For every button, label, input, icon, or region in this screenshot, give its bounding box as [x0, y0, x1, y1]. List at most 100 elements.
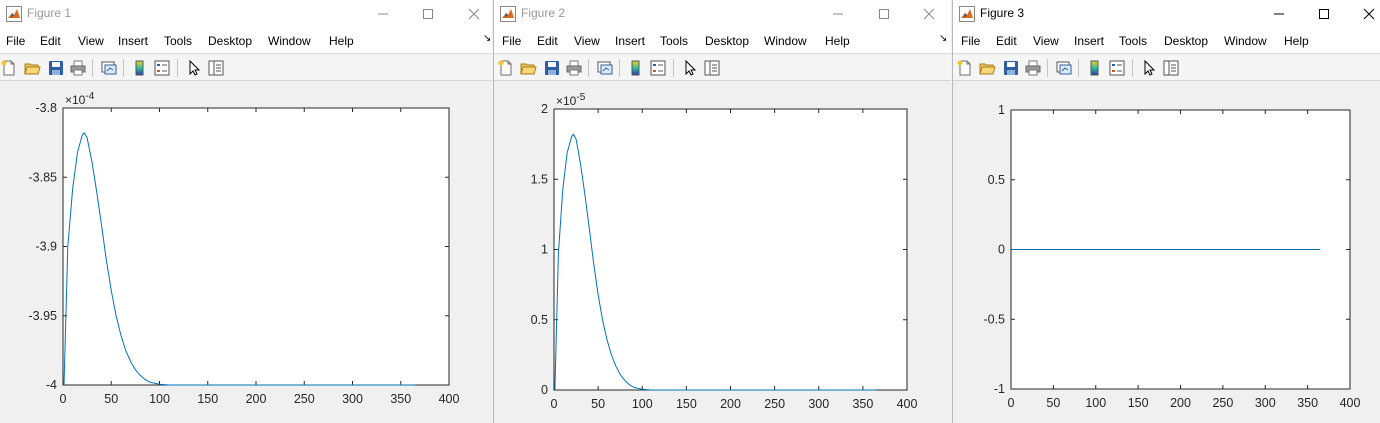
x-tick-label: 150 [676, 397, 697, 411]
maximize-button[interactable] [1301, 0, 1347, 28]
menu-view[interactable]: View [1033, 34, 1059, 48]
legend-icon[interactable] [153, 59, 171, 77]
property-inspector-icon[interactable] [703, 59, 721, 77]
menu-file[interactable]: File [961, 34, 981, 48]
close-icon [923, 8, 935, 20]
menu-insert[interactable]: Insert [1074, 34, 1105, 48]
axes-box [62, 107, 450, 386]
open-file-icon[interactable] [978, 59, 996, 77]
open-file-icon[interactable] [519, 59, 537, 77]
minimize-button[interactable] [360, 0, 406, 28]
menu-desktop[interactable]: Desktop [208, 34, 253, 48]
close-button[interactable] [451, 0, 492, 28]
y-tick-label: -3.85 [29, 170, 58, 184]
figure-3-window: Figure 3 File Edit View Insert Tools Des… [952, 0, 1380, 423]
window-title: Figure 1 [27, 6, 72, 20]
menu-help[interactable]: Help [1284, 34, 1309, 48]
toolbar-separator [1132, 59, 1133, 77]
new-figure-icon[interactable] [497, 59, 515, 77]
edit-plot-arrow-icon[interactable] [681, 59, 699, 77]
menu-tools[interactable]: Tools [164, 34, 193, 48]
print-icon[interactable] [1024, 59, 1042, 77]
property-inspector-icon[interactable] [207, 59, 225, 77]
x-tick-label: 250 [1212, 396, 1233, 410]
x-tick-label: 250 [294, 392, 315, 406]
y-axis-exponent-label: ×10-5 [556, 92, 586, 108]
colorbar-icon[interactable] [627, 59, 645, 77]
maximize-button[interactable] [861, 0, 907, 28]
x-tick-label: 100 [632, 397, 653, 411]
title-bar[interactable]: Figure 2 [494, 0, 951, 28]
menu-view[interactable]: View [78, 34, 104, 48]
link-plot-icon[interactable] [596, 59, 614, 77]
matlab-logo-icon [959, 6, 975, 22]
menu-insert[interactable]: Insert [118, 34, 149, 48]
y-tick-label: 0.5 [531, 313, 548, 327]
menu-view[interactable]: View [574, 34, 600, 48]
colorbar-icon[interactable] [131, 59, 149, 77]
print-icon[interactable] [565, 59, 583, 77]
x-tick-label: 350 [852, 397, 873, 411]
menu-tools[interactable]: Tools [1119, 34, 1148, 48]
plot-area: 0 50 100 150 200 250 300 350 400 -1 -0.5 0 0.5 1 [953, 82, 1380, 423]
minimize-button[interactable] [1256, 0, 1302, 28]
edit-plot-arrow-icon[interactable] [1140, 59, 1158, 77]
y-tick-label: -4 [46, 378, 57, 392]
title-bar[interactable]: Figure 3 [953, 0, 1380, 28]
menu-edit[interactable]: Edit [996, 34, 1017, 48]
y-tick-label: 1.5 [531, 172, 548, 186]
figure-1-axes[interactable]: 0 50 100 150 200 250 300 350 400 -4 -3.95 -3.9 -3.85… [0, 82, 492, 423]
y-tick-label: 2 [541, 102, 548, 116]
x-tick-label: 400 [439, 392, 460, 406]
x-tick-label: 150 [197, 392, 218, 406]
plot-area: 0 50 100 150 200 250 300 350 400 -4 -3.95 -3.9 -3.85… [0, 82, 492, 423]
menu-file[interactable]: File [6, 34, 26, 48]
menu-tools[interactable]: Tools [660, 34, 689, 48]
colorbar-icon[interactable] [1086, 59, 1104, 77]
property-inspector-icon[interactable] [1162, 59, 1180, 77]
close-button[interactable] [906, 0, 951, 28]
menu-window[interactable]: Window [268, 34, 311, 48]
close-button[interactable] [1346, 0, 1380, 28]
edit-plot-arrow-icon[interactable] [185, 59, 203, 77]
menu-insert[interactable]: Insert [615, 34, 646, 48]
menu-edit[interactable]: Edit [537, 34, 558, 48]
legend-icon[interactable] [1108, 59, 1126, 77]
menu-file[interactable]: File [502, 34, 522, 48]
figure-3-axes[interactable]: 0 50 100 150 200 250 300 350 400 -1 -0.5 0 0.5 1 [953, 82, 1380, 423]
menu-help[interactable]: Help [825, 34, 850, 48]
save-icon[interactable] [47, 59, 65, 77]
minimize-button[interactable] [815, 0, 861, 28]
toolbar-separator [1047, 59, 1048, 77]
menu-help[interactable]: Help [329, 34, 354, 48]
x-tick-label: 400 [897, 397, 918, 411]
print-icon[interactable] [69, 59, 87, 77]
dock-arrow-icon[interactable]: ↘ [483, 33, 492, 44]
menu-desktop[interactable]: Desktop [705, 34, 750, 48]
menu-window[interactable]: Window [1224, 34, 1267, 48]
new-figure-icon[interactable] [0, 59, 18, 77]
menu-desktop[interactable]: Desktop [1164, 34, 1209, 48]
title-bar[interactable]: Figure 1 [0, 0, 492, 28]
dock-arrow-icon[interactable]: ↘ [939, 33, 948, 44]
save-icon[interactable] [543, 59, 561, 77]
y-tick-label: -3.8 [35, 101, 57, 115]
menu-window[interactable]: Window [764, 34, 807, 48]
legend-icon[interactable] [649, 59, 667, 77]
menu-edit[interactable]: Edit [40, 34, 61, 48]
window-title: Figure 3 [980, 6, 1025, 20]
link-plot-icon[interactable] [1055, 59, 1073, 77]
open-file-icon[interactable] [23, 59, 41, 77]
close-icon [468, 8, 480, 20]
save-icon[interactable] [1002, 59, 1020, 77]
maximize-button[interactable] [405, 0, 451, 28]
figure-2-axes[interactable]: 0 50 100 150 200 250 300 350 400 0 0.5 1 1.5 2 ×10-5 [494, 82, 951, 423]
x-tick-label: 350 [390, 392, 411, 406]
new-figure-icon[interactable] [956, 59, 974, 77]
matlab-logo-icon [6, 6, 22, 22]
x-tick-label: 50 [1046, 396, 1060, 410]
y-tick-label: 1 [998, 103, 1005, 117]
y-tick-label: 0.5 [988, 173, 1005, 187]
toolbar-separator [123, 59, 124, 77]
link-plot-icon[interactable] [100, 59, 118, 77]
